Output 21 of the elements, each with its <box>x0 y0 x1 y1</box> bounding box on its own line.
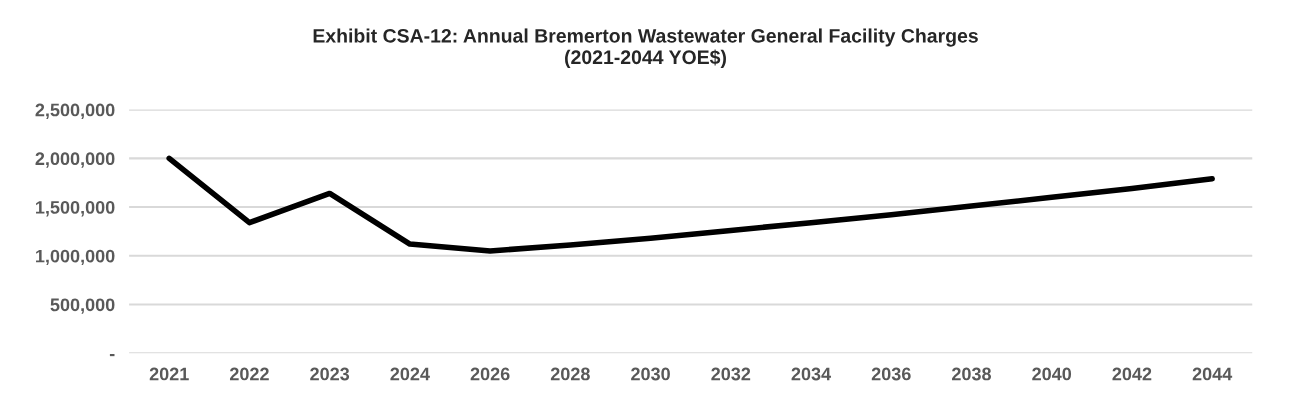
x-tick-label: 2028 <box>550 367 590 381</box>
y-tick-label: 2,500,000 <box>35 103 115 119</box>
x-tick-label: 2042 <box>1112 367 1152 381</box>
y-tick-label: 1,000,000 <box>36 249 115 266</box>
y-tick-label: 1,500,000 <box>36 200 115 217</box>
x-tick-label: 2024 <box>390 367 430 381</box>
x-tick-label: 2021 <box>149 367 189 381</box>
x-tick-label: 2023 <box>310 367 350 381</box>
y-tick-label: 2,000,000 <box>35 152 115 168</box>
x-tick-label: 2034 <box>791 367 832 381</box>
x-tick-label: 2044 <box>1192 367 1233 381</box>
x-tick-label: 2030 <box>631 367 670 381</box>
x-tick-label: 2038 <box>952 367 992 381</box>
y-tick-label: 500,000 <box>50 298 115 314</box>
x-tick-label: 2036 <box>871 367 911 381</box>
chart-title: Exhibit CSA-12: Annual Bremerton Wastewater General Facility Charges (2021-2044 YOE$) <box>313 28 978 68</box>
x-tick-label: 2040 <box>1032 367 1072 381</box>
x-tick-label: 2022 <box>229 367 269 381</box>
x-tick-label: 2026 <box>470 367 510 381</box>
x-tick-label: 2032 <box>711 367 751 381</box>
y-tick-label: - <box>109 354 115 357</box>
